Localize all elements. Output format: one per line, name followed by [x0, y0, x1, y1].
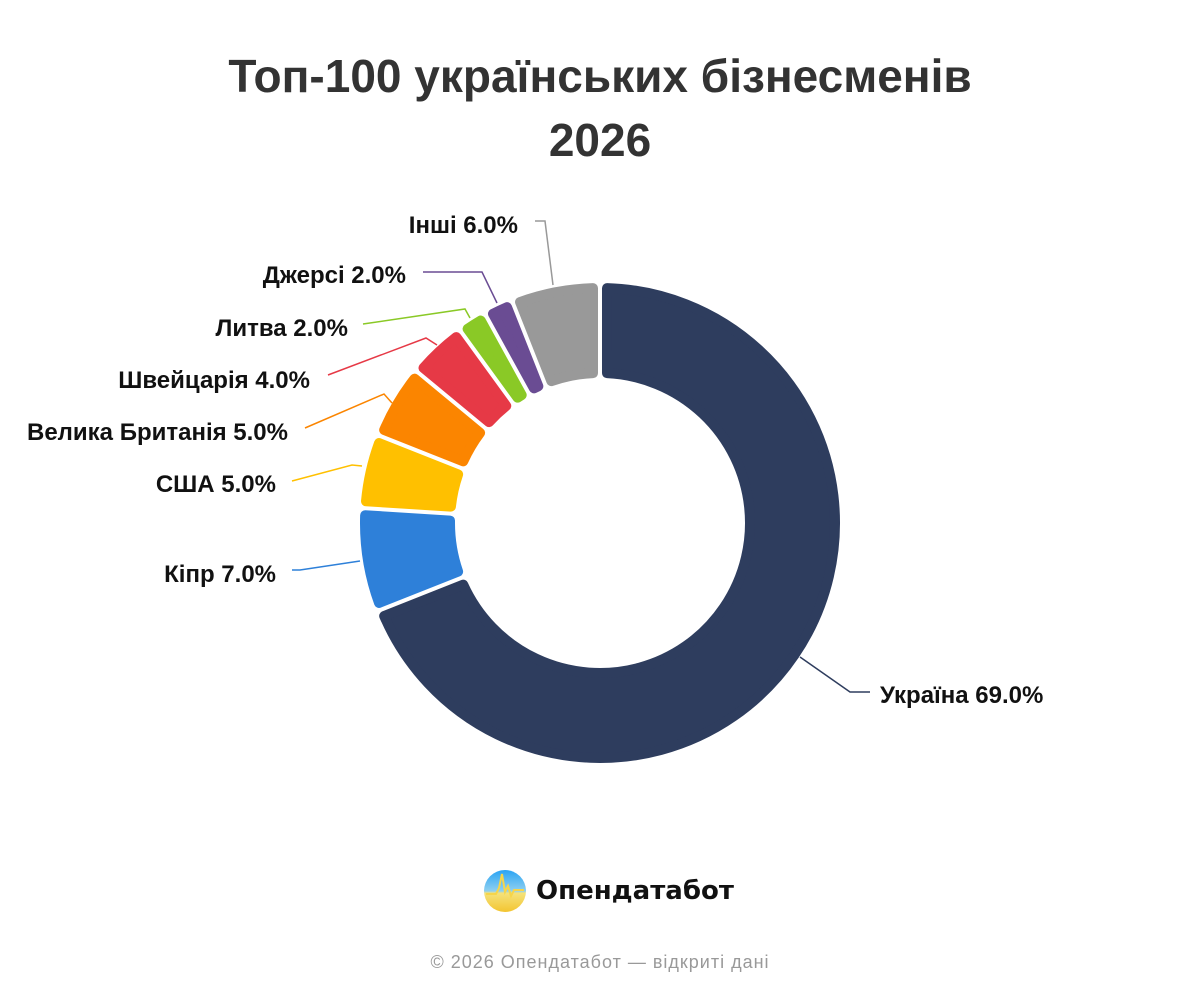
- slice-6[interactable]: [487, 302, 544, 394]
- chart-title-line1: Топ-100 українських бізнесменів: [228, 50, 972, 102]
- leader-line-2: [291, 464, 363, 482]
- slice-label-3: Велика Британія 5.0%: [27, 419, 288, 446]
- leader-line-6: [423, 271, 498, 304]
- slice-label-4: Швейцарія 4.0%: [118, 367, 310, 394]
- leader-line-4: [327, 337, 438, 376]
- leader-line-7: [535, 220, 554, 286]
- slice-label-6: Джерсі 2.0%: [263, 262, 406, 289]
- slice-5[interactable]: [462, 315, 527, 403]
- leader-line-5: [362, 308, 471, 325]
- chart-title-line2: 2026: [548, 114, 652, 166]
- footer-copyright: © 2026 Опендатабот — відкриті дані: [430, 952, 770, 972]
- leader-line-1: [292, 560, 361, 571]
- slice-2[interactable]: [361, 438, 464, 512]
- slice-3[interactable]: [379, 373, 486, 467]
- slice-4[interactable]: [418, 332, 512, 428]
- slice-label-5: Литва 2.0%: [215, 315, 348, 342]
- slice-0[interactable]: [379, 283, 840, 763]
- slice-1[interactable]: [360, 510, 464, 608]
- slice-7[interactable]: [515, 283, 599, 387]
- slice-label-1: Кіпр 7.0%: [164, 561, 276, 588]
- slice-label-0: Україна 69.0%: [880, 682, 1043, 709]
- brand-logo: Опендатабот: [484, 870, 734, 912]
- leader-line-3: [304, 393, 393, 429]
- chart-title: Топ-100 українських бізнесменів 2026: [0, 44, 1200, 172]
- slice-label-2: США 5.0%: [156, 471, 276, 498]
- leader-line-0: [799, 656, 870, 693]
- brand-name: Опендатабот: [536, 876, 734, 906]
- opendatabot-logo-icon: [484, 870, 526, 912]
- slice-label-7: Інші 6.0%: [409, 212, 518, 239]
